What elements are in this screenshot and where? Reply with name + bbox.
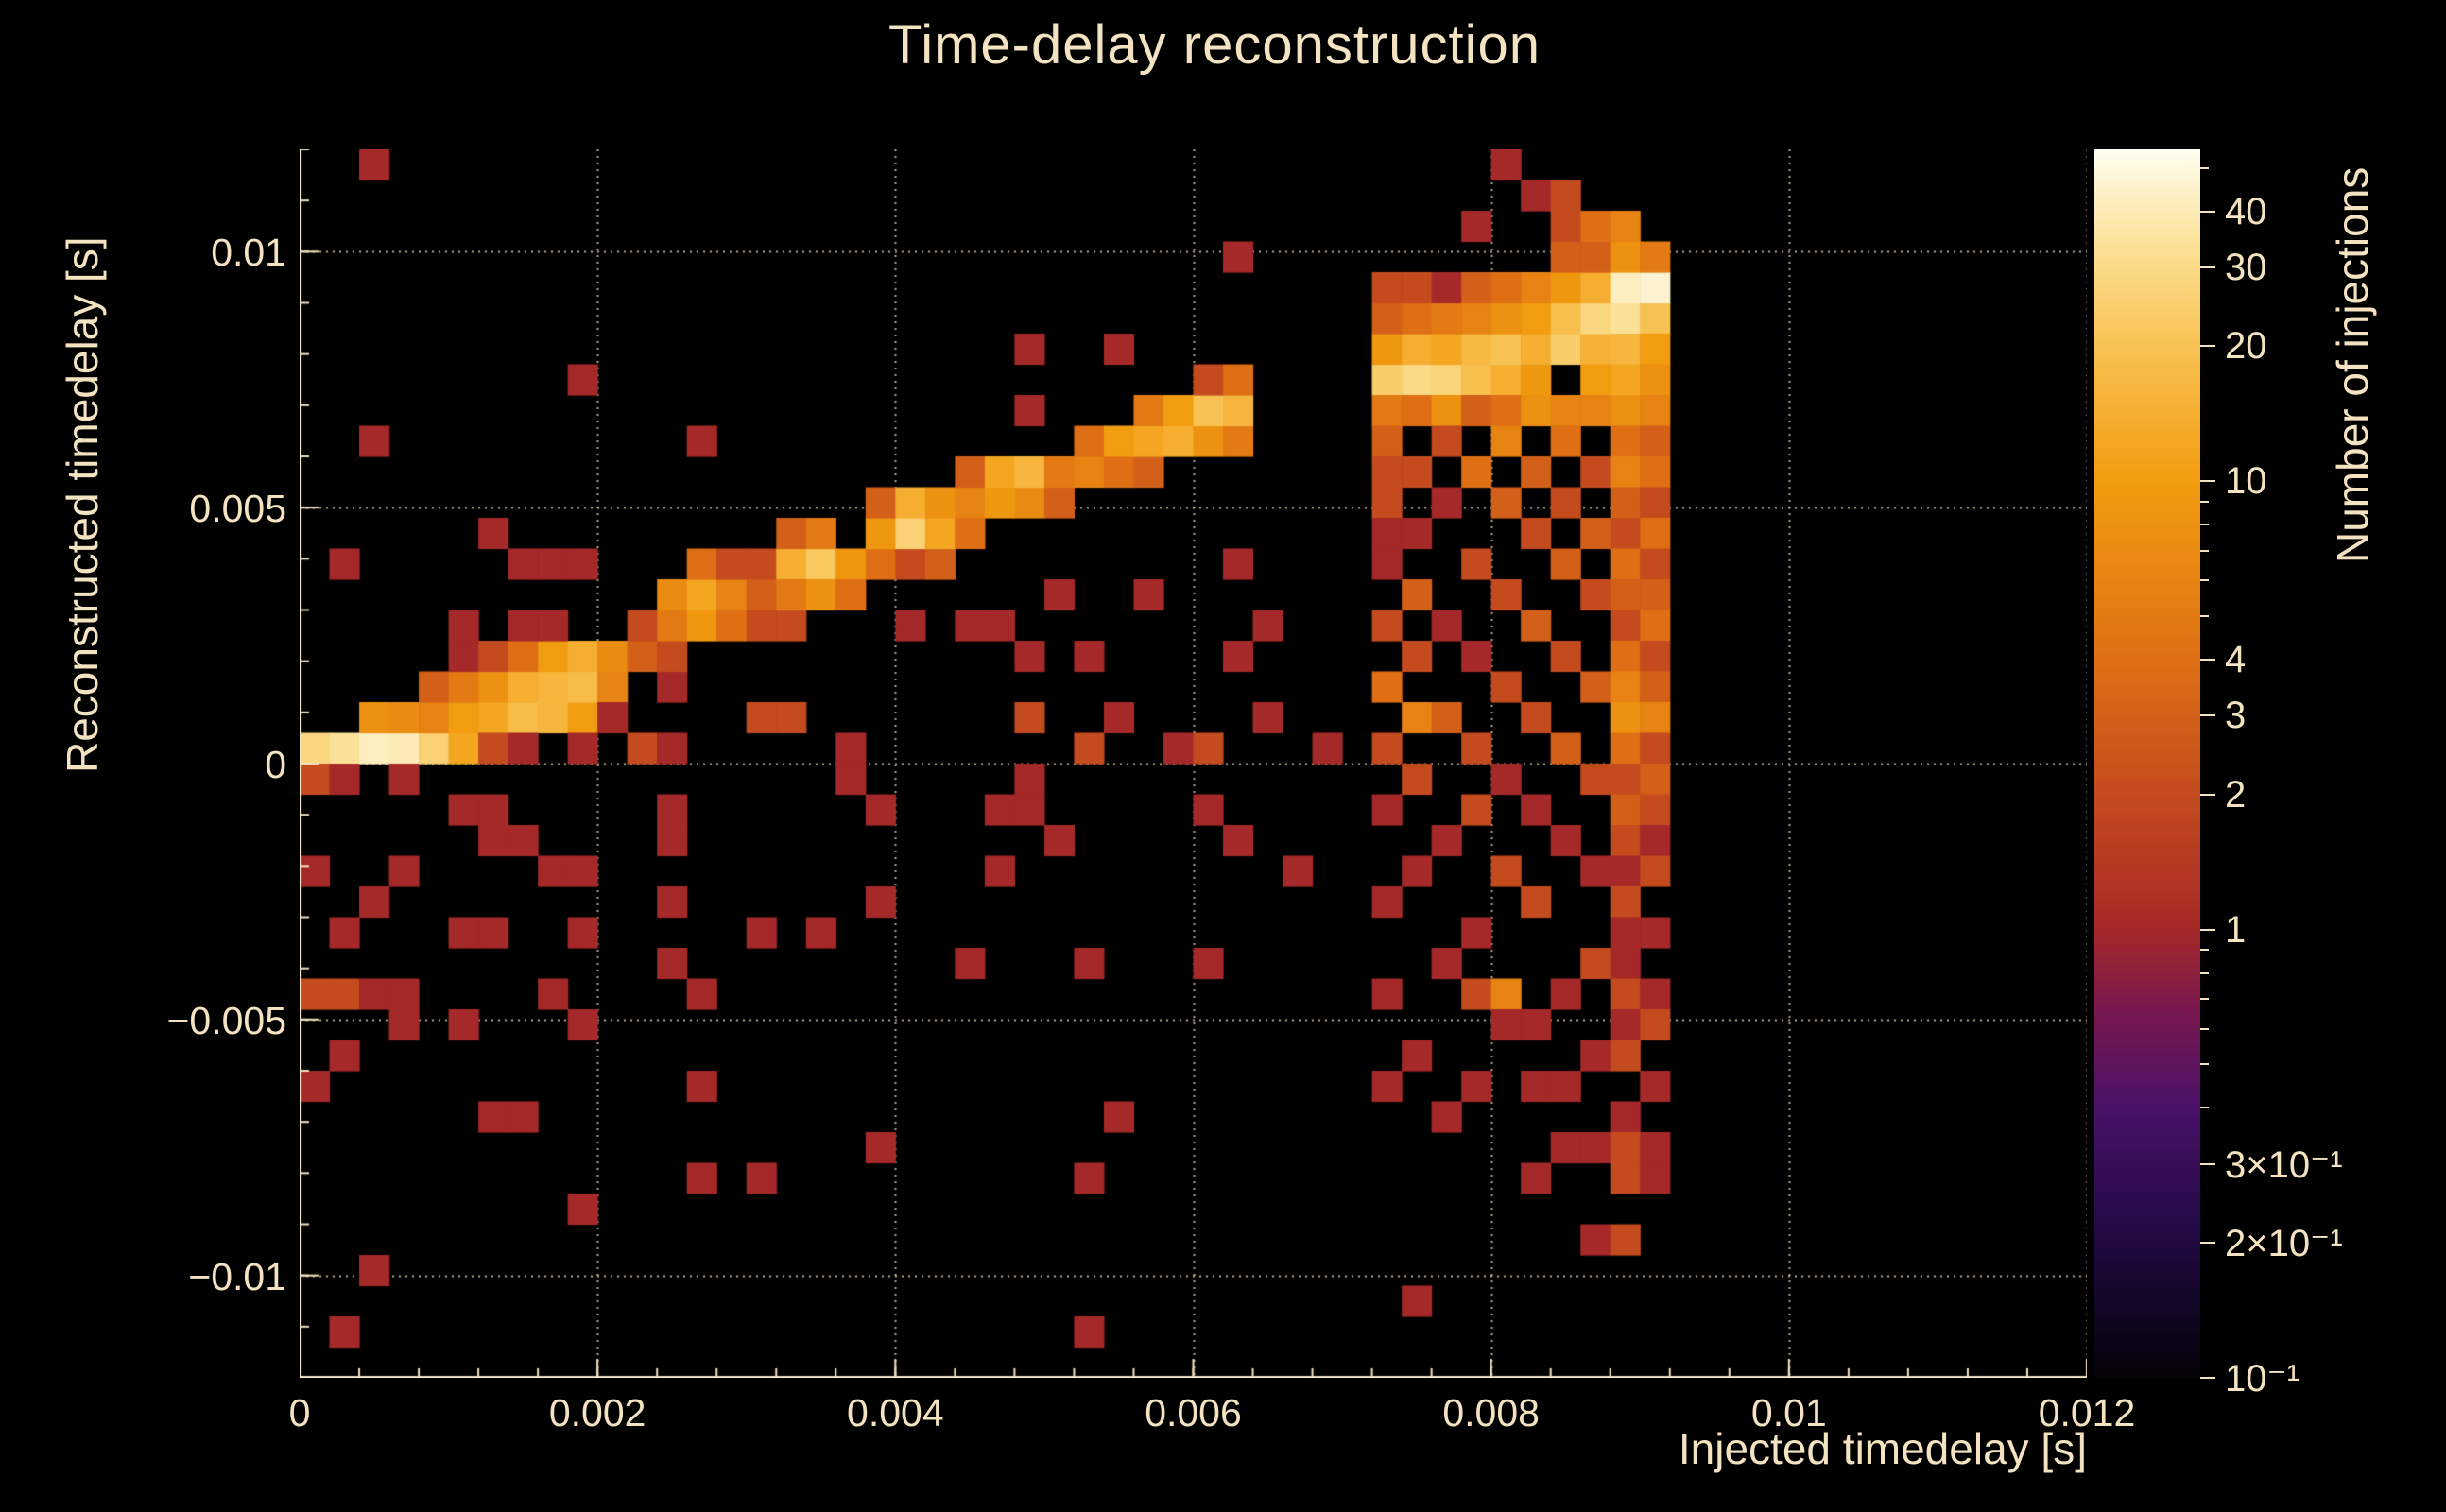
- x-tick-label: 0.01: [1750, 1391, 1827, 1435]
- x-tick-label: 0.008: [1442, 1391, 1540, 1435]
- x-tick-label: 0.006: [1145, 1391, 1242, 1435]
- z-tick-label: 40: [2225, 190, 2267, 232]
- z-minor-tick-mark: [2200, 971, 2209, 974]
- z-minor-tick-mark: [2200, 1063, 2209, 1066]
- y-tick-label: −0.005: [166, 998, 286, 1042]
- y-axis-title: Reconstructed timedelay [s]: [58, 236, 107, 773]
- z-tick-label: 10⁻¹: [2225, 1358, 2300, 1400]
- z-tick-label: 2×10⁻¹: [2225, 1223, 2343, 1265]
- x-tick-label: 0.012: [2038, 1391, 2136, 1435]
- z-tick-label: 10: [2225, 460, 2267, 503]
- z-minor-tick-mark: [2200, 524, 2209, 526]
- x-axis-title: Injected timedelay [s]: [1678, 1424, 2087, 1473]
- z-tick-mark: [2200, 793, 2215, 796]
- y-tick-label: 0: [265, 743, 286, 786]
- z-minor-tick-mark: [2200, 949, 2209, 952]
- z-tick-mark: [2200, 1377, 2215, 1379]
- y-tick-label: −0.01: [188, 1254, 286, 1298]
- x-tick-label: 0.004: [847, 1391, 944, 1435]
- z-minor-tick-mark: [2200, 1107, 2209, 1109]
- x-tick-label: 0.002: [548, 1391, 646, 1435]
- heatmap-canvas: [300, 149, 2087, 1378]
- z-tick-label: 4: [2225, 638, 2247, 680]
- y-tick-label: 0.005: [189, 487, 286, 531]
- z-tick-mark: [2200, 1242, 2215, 1245]
- z-minor-tick-mark: [2200, 549, 2209, 552]
- x-tick-label: 0: [288, 1391, 311, 1435]
- z-minor-tick-mark: [2200, 166, 2209, 169]
- z-tick-mark: [2200, 480, 2215, 483]
- z-minor-tick-mark: [2200, 998, 2209, 1001]
- z-tick-label: 20: [2225, 325, 2267, 368]
- z-tick-label: 1: [2225, 908, 2247, 951]
- y-tick-label: 0.01: [211, 231, 286, 275]
- z-minor-tick-mark: [2200, 579, 2209, 582]
- colorbar-title: Number of injections: [2328, 166, 2377, 563]
- colorbar-canvas: [2094, 149, 2200, 1378]
- z-tick-label: 3: [2225, 695, 2247, 737]
- z-tick-mark: [2200, 928, 2215, 931]
- z-tick-mark: [2200, 714, 2215, 717]
- z-minor-tick-mark: [2200, 615, 2209, 618]
- chart-title: Time-delay reconstruction: [887, 14, 1542, 76]
- z-tick-mark: [2200, 266, 2215, 268]
- z-tick-mark: [2200, 345, 2215, 348]
- z-tick-mark: [2200, 210, 2215, 213]
- z-tick-label: 3×10⁻¹: [2225, 1143, 2343, 1186]
- z-tick-mark: [2200, 658, 2215, 661]
- z-minor-tick-mark: [2200, 500, 2209, 503]
- z-tick-label: 30: [2225, 246, 2267, 288]
- z-minor-tick-mark: [2200, 1027, 2209, 1030]
- z-tick-label: 2: [2225, 773, 2247, 816]
- z-tick-mark: [2200, 1162, 2215, 1165]
